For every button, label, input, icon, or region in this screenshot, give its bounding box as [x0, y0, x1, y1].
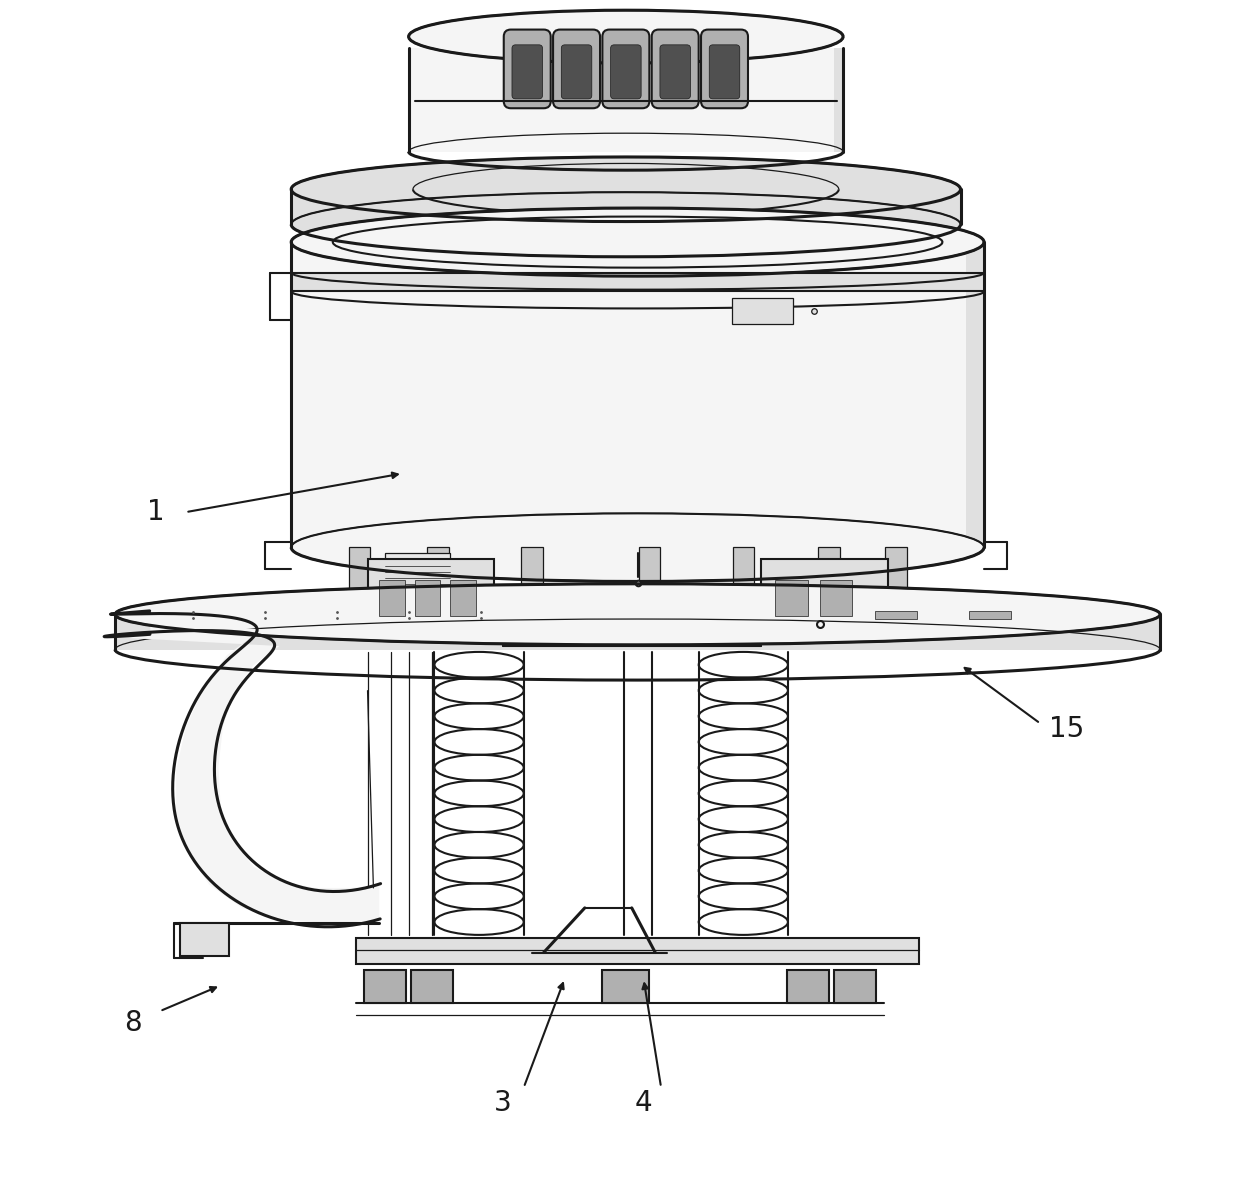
Bar: [386, 553, 450, 609]
FancyBboxPatch shape: [553, 29, 600, 108]
Ellipse shape: [409, 11, 843, 64]
Polygon shape: [966, 242, 985, 547]
Text: 3: 3: [494, 1089, 511, 1117]
FancyBboxPatch shape: [701, 29, 748, 108]
Bar: [365, 970, 407, 1003]
FancyBboxPatch shape: [610, 45, 641, 99]
FancyBboxPatch shape: [709, 45, 740, 99]
Ellipse shape: [291, 208, 985, 277]
Bar: [833, 970, 875, 1003]
Text: 8: 8: [124, 1009, 141, 1037]
Bar: [367, 559, 495, 627]
Bar: [874, 611, 918, 619]
FancyBboxPatch shape: [562, 45, 591, 99]
Bar: [775, 580, 808, 616]
Bar: [732, 299, 792, 325]
Bar: [639, 547, 660, 614]
Bar: [348, 547, 370, 614]
Ellipse shape: [291, 192, 961, 257]
Bar: [968, 611, 1011, 619]
Bar: [410, 970, 454, 1003]
Text: 1: 1: [148, 498, 165, 526]
Text: 15: 15: [1049, 716, 1084, 744]
Polygon shape: [115, 614, 1161, 650]
Ellipse shape: [291, 157, 961, 221]
Bar: [428, 547, 449, 614]
FancyBboxPatch shape: [652, 29, 698, 108]
Bar: [733, 547, 754, 614]
Polygon shape: [291, 242, 985, 547]
Bar: [818, 547, 839, 614]
Bar: [180, 923, 229, 956]
Text: 4: 4: [635, 1089, 652, 1117]
FancyBboxPatch shape: [603, 29, 650, 108]
Ellipse shape: [115, 584, 1161, 645]
Bar: [379, 580, 405, 616]
Bar: [414, 580, 440, 616]
Bar: [521, 547, 543, 614]
Bar: [885, 547, 906, 614]
FancyBboxPatch shape: [512, 45, 543, 99]
Bar: [450, 580, 476, 616]
Polygon shape: [103, 611, 379, 923]
FancyBboxPatch shape: [503, 29, 551, 108]
Polygon shape: [291, 273, 985, 292]
Bar: [820, 580, 852, 616]
Bar: [356, 938, 919, 964]
Ellipse shape: [291, 513, 985, 581]
FancyBboxPatch shape: [660, 45, 691, 99]
Bar: [761, 559, 888, 627]
Bar: [786, 970, 830, 1003]
Polygon shape: [291, 189, 961, 225]
Polygon shape: [409, 48, 843, 152]
Bar: [603, 970, 650, 1003]
Polygon shape: [833, 48, 843, 152]
